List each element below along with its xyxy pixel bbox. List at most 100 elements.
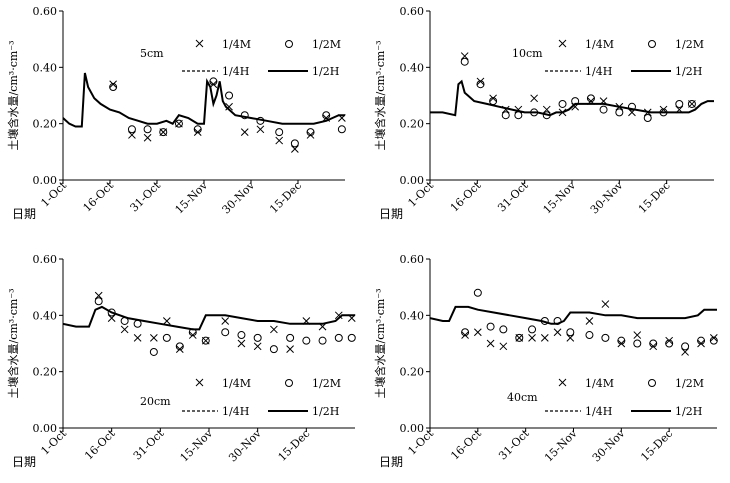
- series-1-2M-point: [318, 336, 327, 345]
- x-axis-label: 日期: [379, 207, 403, 221]
- series-1-2M-point: [617, 336, 626, 345]
- y-tick-label: 0.20: [400, 366, 425, 379]
- series-1-2M-point: [290, 139, 299, 148]
- series-1-4M-point: [133, 334, 142, 342]
- series-1-4M-point: [476, 77, 485, 86]
- series-1-2M-point: [127, 125, 136, 134]
- series-1-2M-point: [193, 125, 202, 134]
- series-1-2M-point: [675, 99, 684, 108]
- x-tick-label: 15-Dec: [276, 427, 313, 464]
- series-1-4M-point: [306, 131, 315, 139]
- series-1-2M-point: [175, 342, 184, 351]
- series-1-4M-point: [566, 334, 575, 342]
- series-1-4M-point: [128, 131, 136, 139]
- plot-area: [63, 72, 346, 153]
- y-tick-label: 0.60: [400, 5, 425, 18]
- series-1-4M-point: [461, 331, 469, 339]
- series-1-2M-point: [225, 91, 234, 100]
- y-tick-label: 0.20: [33, 366, 58, 379]
- series-1-2M-point: [665, 339, 674, 348]
- series-1-4M-point: [540, 334, 549, 342]
- x-tick-label: 16-Oct: [81, 179, 117, 215]
- series-1-2M-point: [633, 339, 642, 348]
- series-1-2M-point: [709, 336, 718, 345]
- series-1-2M-point: [162, 333, 171, 342]
- series-1-2M-point: [627, 102, 636, 111]
- legend-cross-marker: [195, 378, 204, 387]
- legend-label-1-2h: 1/2H: [312, 65, 339, 78]
- series-1-4M-point: [107, 314, 116, 323]
- series-1-4M-point: [697, 339, 705, 348]
- series-1-4M-point: [240, 128, 249, 136]
- series-1-2M-point: [286, 333, 295, 342]
- series-1-4M-point: [486, 339, 495, 348]
- y-tick-label: 0.40: [33, 61, 58, 74]
- legend-circle-marker: [285, 40, 293, 48]
- x-tick-label: 30-Nov: [226, 426, 264, 464]
- series-1-4M-point: [649, 342, 658, 351]
- series-1-2M-point: [209, 77, 218, 86]
- x-axis-label: 日期: [379, 455, 403, 469]
- series-1-2M-point: [174, 119, 183, 128]
- series-1-2M-point: [643, 114, 652, 123]
- series-1-2M-point: [221, 328, 230, 337]
- series-1-2M-point: [697, 336, 706, 345]
- series-1-4M-point: [286, 345, 294, 353]
- series-1-2M-point: [461, 328, 470, 337]
- series-1-2M-point: [501, 111, 510, 120]
- series-1-4M-point: [633, 331, 642, 339]
- legend-label-1-2h: 1/2H: [675, 405, 702, 418]
- series-1-4M-point: [334, 311, 343, 320]
- series-1-4M-point: [601, 300, 610, 308]
- series-1-4H-line: [430, 306, 717, 325]
- legend: 1/4M 1/2M 1/4H 1/2H: [545, 38, 704, 78]
- series-1-4M-point: [617, 339, 626, 348]
- x-tick-label: 30-Nov: [220, 178, 258, 216]
- legend-label-1-4m: 1/4M: [222, 38, 251, 51]
- y-tick-label: 0.20: [400, 118, 425, 131]
- series-1-2M-point: [302, 336, 311, 345]
- legend-cross-marker: [195, 39, 204, 48]
- series-1-2M-point: [681, 342, 690, 351]
- series-1-4M-point: [665, 336, 674, 345]
- series-1-2M-point: [566, 328, 575, 337]
- series-1-2H-line: [430, 305, 717, 325]
- y-tick-label: 0.00: [33, 422, 58, 435]
- x-tick-label: 16-Oct: [448, 179, 484, 215]
- depth-label: 20cm: [140, 395, 171, 408]
- y-tick-label: 0.60: [400, 253, 425, 266]
- y-axis-label: 土壤含水量/cm³·cm⁻³: [373, 40, 387, 150]
- series-1-2M-point: [499, 325, 508, 334]
- x-tick-label: 30-Nov: [588, 178, 626, 216]
- series-1-2M-point: [586, 94, 595, 103]
- y-tick-label: 0.00: [400, 174, 425, 187]
- series-1-4M-point: [149, 334, 158, 342]
- series-1-2H-line: [63, 72, 345, 128]
- x-tick-label: 31-Oct: [128, 179, 164, 215]
- legend-label-1-4h: 1/4H: [585, 405, 612, 418]
- series-1-2M-point: [476, 80, 485, 89]
- legend: 1/4M 1/2M 1/4H 1/2H: [182, 377, 341, 418]
- legend-circle-marker: [648, 40, 656, 48]
- x-tick-label: 15-Dec: [638, 427, 675, 464]
- series-1-4M-point: [460, 52, 469, 60]
- series-1-2M-point: [486, 322, 495, 331]
- y-tick-label: 0.60: [33, 253, 58, 266]
- x-tick-label: 15-Dec: [267, 179, 304, 216]
- series-1-2M-point: [240, 111, 249, 120]
- series-1-4M-point: [542, 105, 551, 114]
- series-1-4M-point: [528, 334, 536, 342]
- y-tick-label: 0.40: [33, 309, 58, 322]
- legend-label-1-2m: 1/2M: [312, 38, 341, 51]
- x-axis-label: 日期: [12, 455, 36, 469]
- series-1-4M-point: [270, 325, 278, 334]
- legend: 1/4M 1/2M 1/4H 1/2H: [545, 377, 704, 418]
- y-axis-label: 土壤含水量/cm³·cm⁻³: [373, 288, 387, 398]
- series-1-2M-point: [528, 325, 537, 334]
- legend-label-1-2h: 1/2H: [675, 65, 702, 78]
- series-1-2M-point: [515, 333, 524, 342]
- series-1-2M-point: [143, 125, 152, 134]
- series-1-2M-point: [558, 99, 567, 108]
- x-axis-label: 日期: [12, 207, 36, 221]
